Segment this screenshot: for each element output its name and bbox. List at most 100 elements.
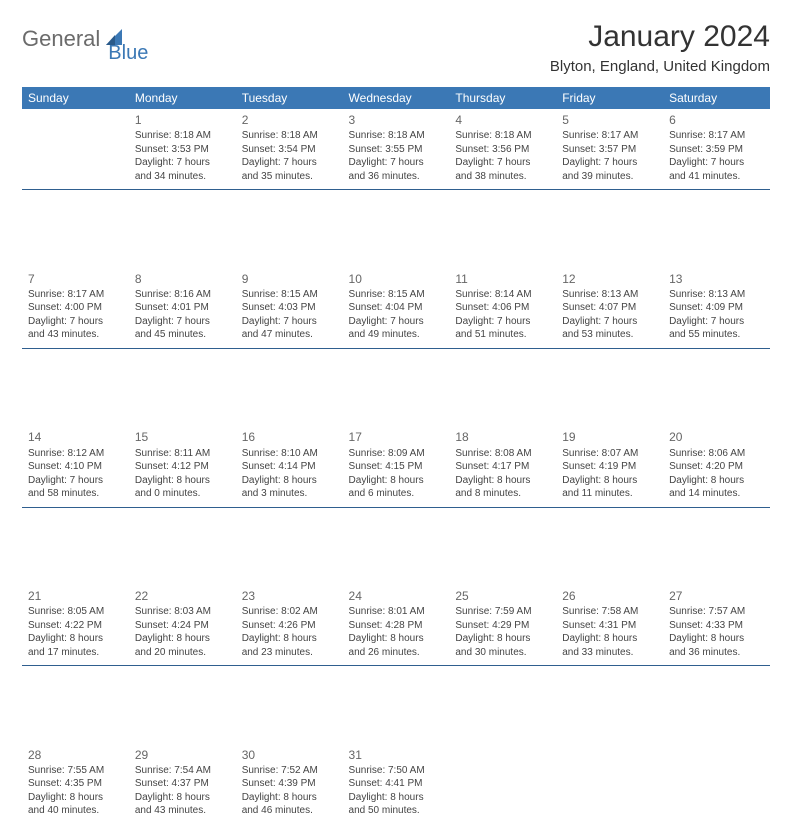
- location-text: Blyton, England, United Kingdom: [550, 58, 770, 75]
- daylight-text: Daylight: 8 hours: [28, 791, 123, 805]
- sunset-text: Sunset: 4:20 PM: [669, 460, 764, 474]
- daylight-text: and 0 minutes.: [135, 487, 230, 501]
- day-number: 14: [28, 429, 123, 445]
- day-cell: [556, 744, 663, 824]
- day-cell: 8Sunrise: 8:16 AMSunset: 4:01 PMDaylight…: [129, 268, 236, 349]
- daylight-text: and 30 minutes.: [455, 646, 550, 660]
- sunset-text: Sunset: 3:57 PM: [562, 143, 657, 157]
- day-number: 28: [28, 747, 123, 763]
- day-number: 26: [562, 588, 657, 604]
- daylight-text: Daylight: 8 hours: [242, 791, 337, 805]
- daylight-text: and 20 minutes.: [135, 646, 230, 660]
- calendar-table: SundayMondayTuesdayWednesdayThursdayFrid…: [22, 87, 770, 824]
- sunset-text: Sunset: 4:03 PM: [242, 301, 337, 315]
- day-number: 6: [669, 112, 764, 128]
- daylight-text: Daylight: 7 hours: [135, 315, 230, 329]
- day-number: 25: [455, 588, 550, 604]
- logo: General Blue: [22, 20, 166, 52]
- day-number: 21: [28, 588, 123, 604]
- day-cell: 18Sunrise: 8:08 AMSunset: 4:17 PMDayligh…: [449, 426, 556, 507]
- daylight-text: Daylight: 8 hours: [135, 791, 230, 805]
- sunrise-text: Sunrise: 8:03 AM: [135, 605, 230, 619]
- sunrise-text: Sunrise: 7:59 AM: [455, 605, 550, 619]
- daylight-text: and 58 minutes.: [28, 487, 123, 501]
- daylight-text: and 39 minutes.: [562, 170, 657, 184]
- day-cell: 6Sunrise: 8:17 AMSunset: 3:59 PMDaylight…: [663, 109, 770, 190]
- daylight-text: Daylight: 8 hours: [135, 474, 230, 488]
- daylight-text: and 45 minutes.: [135, 328, 230, 342]
- sunrise-text: Sunrise: 8:17 AM: [28, 288, 123, 302]
- day-number: 15: [135, 429, 230, 445]
- daylight-text: Daylight: 7 hours: [242, 156, 337, 170]
- sunset-text: Sunset: 4:31 PM: [562, 619, 657, 633]
- day-cell: 14Sunrise: 8:12 AMSunset: 4:10 PMDayligh…: [22, 426, 129, 507]
- sunset-text: Sunset: 4:14 PM: [242, 460, 337, 474]
- sunrise-text: Sunrise: 8:16 AM: [135, 288, 230, 302]
- sunset-text: Sunset: 3:59 PM: [669, 143, 764, 157]
- sunrise-text: Sunrise: 8:17 AM: [669, 129, 764, 143]
- sunset-text: Sunset: 4:12 PM: [135, 460, 230, 474]
- logo-text-general: General: [22, 26, 100, 52]
- day-cell: 22Sunrise: 8:03 AMSunset: 4:24 PMDayligh…: [129, 585, 236, 666]
- day-cell: 5Sunrise: 8:17 AMSunset: 3:57 PMDaylight…: [556, 109, 663, 190]
- daylight-text: Daylight: 7 hours: [669, 156, 764, 170]
- day-cell: 4Sunrise: 8:18 AMSunset: 3:56 PMDaylight…: [449, 109, 556, 190]
- daylight-text: Daylight: 8 hours: [669, 474, 764, 488]
- week-row: 1Sunrise: 8:18 AMSunset: 3:53 PMDaylight…: [22, 109, 770, 190]
- sunrise-text: Sunrise: 8:11 AM: [135, 447, 230, 461]
- weekday-header: Sunday: [22, 87, 129, 109]
- sunrise-text: Sunrise: 8:18 AM: [135, 129, 230, 143]
- sunrise-text: Sunrise: 7:50 AM: [349, 764, 444, 778]
- weekday-header: Saturday: [663, 87, 770, 109]
- day-cell: 2Sunrise: 8:18 AMSunset: 3:54 PMDaylight…: [236, 109, 343, 190]
- day-number: 19: [562, 429, 657, 445]
- sunrise-text: Sunrise: 8:12 AM: [28, 447, 123, 461]
- day-number: 18: [455, 429, 550, 445]
- sunset-text: Sunset: 4:01 PM: [135, 301, 230, 315]
- daylight-text: Daylight: 8 hours: [349, 791, 444, 805]
- week-row: 21Sunrise: 8:05 AMSunset: 4:22 PMDayligh…: [22, 585, 770, 666]
- sunset-text: Sunset: 4:10 PM: [28, 460, 123, 474]
- day-number: 3: [349, 112, 444, 128]
- sunset-text: Sunset: 4:19 PM: [562, 460, 657, 474]
- sunset-text: Sunset: 4:28 PM: [349, 619, 444, 633]
- daylight-text: and 46 minutes.: [242, 804, 337, 818]
- day-cell: 12Sunrise: 8:13 AMSunset: 4:07 PMDayligh…: [556, 268, 663, 349]
- daylight-text: Daylight: 8 hours: [242, 632, 337, 646]
- daylight-text: and 33 minutes.: [562, 646, 657, 660]
- daylight-text: Daylight: 7 hours: [562, 156, 657, 170]
- daylight-text: Daylight: 7 hours: [349, 315, 444, 329]
- daylight-text: Daylight: 7 hours: [349, 156, 444, 170]
- daylight-text: Daylight: 8 hours: [455, 474, 550, 488]
- daylight-text: and 49 minutes.: [349, 328, 444, 342]
- daylight-text: Daylight: 7 hours: [455, 315, 550, 329]
- sunset-text: Sunset: 4:35 PM: [28, 777, 123, 791]
- sunrise-text: Sunrise: 8:15 AM: [242, 288, 337, 302]
- weekday-header: Friday: [556, 87, 663, 109]
- daylight-text: Daylight: 7 hours: [28, 315, 123, 329]
- daylight-text: and 40 minutes.: [28, 804, 123, 818]
- day-number: 4: [455, 112, 550, 128]
- daylight-text: and 55 minutes.: [669, 328, 764, 342]
- day-cell: 10Sunrise: 8:15 AMSunset: 4:04 PMDayligh…: [343, 268, 450, 349]
- day-number: 1: [135, 112, 230, 128]
- daylight-text: and 38 minutes.: [455, 170, 550, 184]
- day-cell: 13Sunrise: 8:13 AMSunset: 4:09 PMDayligh…: [663, 268, 770, 349]
- daylight-text: and 34 minutes.: [135, 170, 230, 184]
- daylight-text: Daylight: 8 hours: [349, 474, 444, 488]
- sunset-text: Sunset: 4:06 PM: [455, 301, 550, 315]
- logo-text-blue: Blue: [108, 42, 148, 65]
- sunrise-text: Sunrise: 7:52 AM: [242, 764, 337, 778]
- daylight-text: and 11 minutes.: [562, 487, 657, 501]
- month-title: January 2024: [550, 20, 770, 54]
- sunset-text: Sunset: 4:04 PM: [349, 301, 444, 315]
- day-cell: [663, 744, 770, 824]
- daylight-text: Daylight: 7 hours: [669, 315, 764, 329]
- day-cell: 1Sunrise: 8:18 AMSunset: 3:53 PMDaylight…: [129, 109, 236, 190]
- daylight-text: Daylight: 7 hours: [242, 315, 337, 329]
- sunrise-text: Sunrise: 8:02 AM: [242, 605, 337, 619]
- week-row: 28Sunrise: 7:55 AMSunset: 4:35 PMDayligh…: [22, 744, 770, 824]
- daylight-text: and 43 minutes.: [28, 328, 123, 342]
- sunset-text: Sunset: 4:24 PM: [135, 619, 230, 633]
- daylight-text: Daylight: 8 hours: [242, 474, 337, 488]
